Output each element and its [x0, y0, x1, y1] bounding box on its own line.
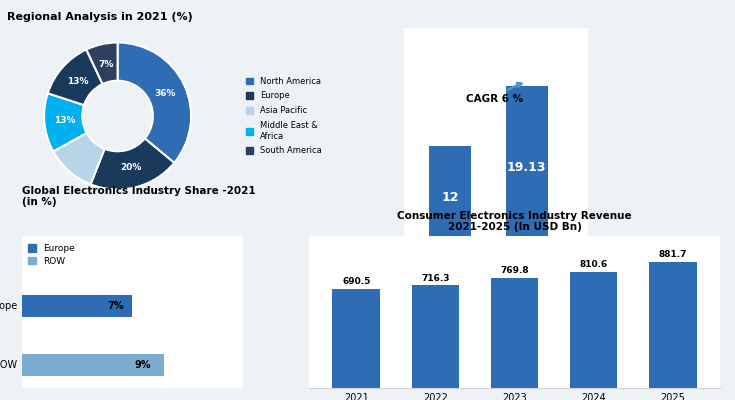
Text: 7%: 7% [107, 301, 124, 311]
Text: CAGR 6 %: CAGR 6 % [465, 83, 523, 104]
Bar [570, 272, 617, 388]
Text: Regional Analysis in 2021 (%): Regional Analysis in 2021 (%) [7, 12, 193, 22]
Wedge shape [90, 138, 174, 190]
Bar [649, 262, 697, 388]
Text: Europe: Europe [0, 301, 18, 311]
Bar [332, 289, 380, 388]
Title: Consumer Electronics Industry Revenue
2021-2025 (In USD Bn): Consumer Electronics Industry Revenue 20… [397, 211, 632, 232]
Text: 13%: 13% [54, 116, 76, 126]
Legend: Europe, ROW: Europe, ROW [24, 240, 79, 269]
Wedge shape [86, 42, 118, 84]
Text: 690.5: 690.5 [342, 278, 370, 286]
Text: Global Electronics Industry Share -2021
(in %): Global Electronics Industry Share -2021 … [22, 186, 256, 208]
Bar [429, 146, 471, 248]
Text: 12: 12 [442, 191, 459, 204]
Text: 7%: 7% [98, 60, 114, 69]
Text: 36%: 36% [155, 89, 176, 98]
Legend: North America, Europe, Asia Pacific, Middle East &
Africa, South America: North America, Europe, Asia Pacific, Mid… [243, 73, 325, 159]
Wedge shape [53, 133, 104, 184]
Text: 881.7: 881.7 [659, 250, 687, 259]
X-axis label: Market Size in USD Billion: Market Size in USD Billion [424, 270, 568, 280]
Wedge shape [48, 50, 103, 105]
Text: 716.3: 716.3 [421, 274, 450, 283]
Text: 19.13: 19.13 [507, 160, 547, 174]
Bar [491, 278, 538, 388]
Text: 20%: 20% [120, 163, 141, 172]
Bar [412, 285, 459, 388]
Text: ROW: ROW [0, 360, 18, 370]
Bar [22, 354, 164, 376]
Wedge shape [118, 42, 191, 163]
Bar [22, 295, 132, 317]
Text: 810.6: 810.6 [579, 260, 608, 269]
Text: 9%: 9% [135, 360, 151, 370]
Text: 769.8: 769.8 [501, 266, 528, 275]
Wedge shape [44, 93, 87, 152]
Text: 13%: 13% [67, 76, 89, 86]
Bar [506, 86, 548, 248]
